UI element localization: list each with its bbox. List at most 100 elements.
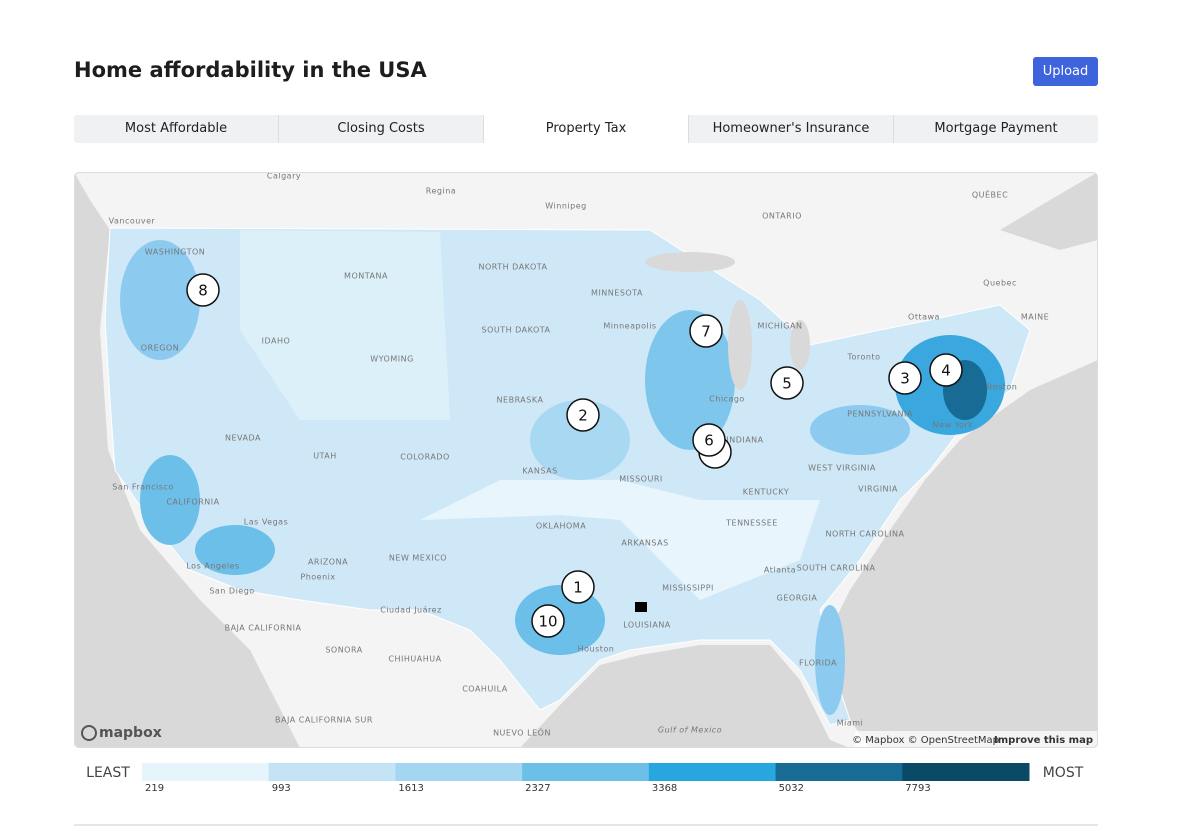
tab[interactable]: Property Tax — [484, 115, 689, 143]
bay — [1000, 172, 1098, 250]
place-label: SOUTH DAKOTA — [481, 326, 550, 335]
mapbox-logo: mapbox — [99, 725, 162, 741]
place-label: Calgary — [267, 172, 301, 181]
marker[interactable] — [566, 398, 600, 432]
place-label: Minneapolis — [603, 322, 656, 331]
rank-markers: 8 7 5 3 4 2 6 1 10 — [186, 273, 963, 638]
legend-swatch — [142, 763, 270, 781]
place-label: KENTUCKY — [743, 488, 789, 497]
tab[interactable]: Homeowner's Insurance — [689, 115, 894, 143]
place-label: Phoenix — [300, 573, 335, 582]
tab[interactable]: Closing Costs — [279, 115, 484, 143]
lake — [645, 252, 735, 272]
page-title: Home affordability in the USA — [74, 58, 427, 82]
marker[interactable] — [692, 423, 726, 457]
place-label: Quebec — [983, 279, 1017, 288]
place-label: San Francisco — [112, 483, 173, 492]
place-label: ONTARIO — [762, 212, 802, 221]
region — [420, 480, 820, 600]
place-label: ARIZONA — [308, 558, 348, 567]
marker[interactable] — [689, 314, 723, 348]
region — [195, 525, 275, 575]
place-label: Chicago — [709, 395, 745, 404]
legend-low: LEAST — [86, 765, 130, 781]
attribution: © Mapbox © OpenStreetMap — [852, 735, 999, 746]
marker[interactable] — [561, 570, 595, 604]
place-label: Ciudad Juárez — [380, 606, 442, 615]
legend-break: 2327 — [525, 783, 550, 794]
marker-label: 2 — [578, 407, 588, 425]
marker[interactable] — [186, 273, 220, 307]
marker[interactable] — [888, 361, 922, 395]
place-label: MISSOURI — [619, 475, 663, 484]
place-label: SOUTH CAROLINA — [797, 564, 876, 573]
marker-label: 6 — [704, 432, 714, 450]
place-label: GEORGIA — [777, 594, 818, 603]
improve-link[interactable]: Improve this map — [994, 735, 1093, 746]
place-label: SONORA — [325, 646, 362, 655]
place-label: QUÉBEC — [972, 189, 1008, 200]
marker-label: 4 — [941, 362, 951, 380]
upload-button[interactable]: Upload — [1033, 57, 1098, 86]
place-label: MICHIGAN — [758, 322, 803, 331]
place-label: VIRGINIA — [858, 485, 898, 494]
place-label: MONTANA — [344, 272, 388, 281]
place-label: WEST VIRGINIA — [808, 464, 876, 473]
atlantic — [825, 360, 1098, 748]
tab[interactable]: Most Affordable — [74, 115, 279, 143]
place-label: NORTH DAKOTA — [478, 263, 547, 272]
map[interactable]: Calgary Regina Winnipeg ONTARIO QUÉBEC Vancou… — [74, 172, 1098, 749]
place-label: Houston — [578, 645, 615, 654]
marker[interactable] — [770, 366, 804, 400]
lake — [728, 300, 752, 390]
place-label: UTAH — [313, 452, 337, 461]
marker-label: 10 — [538, 613, 557, 631]
place-label: San Diego — [209, 587, 254, 596]
place-label: Vancouver — [109, 217, 156, 226]
attribution-bg — [855, 731, 1098, 748]
place-label: NEVADA — [225, 434, 261, 443]
legend-swatch — [775, 763, 903, 781]
marker-label: 7 — [701, 323, 711, 341]
gulf — [520, 645, 850, 748]
place-label: COLORADO — [400, 453, 450, 462]
place-labels: Calgary Regina Winnipeg ONTARIO QUÉBEC Vancou… — [109, 172, 1049, 738]
place-label: OREGON — [141, 344, 179, 353]
legend-swatch — [522, 763, 650, 781]
place-label: LOUISIANA — [623, 621, 671, 630]
legend-swatch — [395, 763, 523, 781]
tab-bar: Most Affordable Closing Costs Property Tax… — [74, 115, 1098, 143]
place-label: Miami — [837, 719, 864, 728]
place-label: Gulf of Mexico — [658, 726, 722, 735]
region — [240, 230, 450, 420]
place-label: Boston — [987, 383, 1018, 392]
legend-break: 3368 — [652, 783, 677, 794]
legend-break: 219 — [145, 783, 164, 794]
marker[interactable] — [929, 353, 963, 387]
place-label: MAINE — [1021, 313, 1049, 322]
place-label: MINNESOTA — [591, 289, 643, 298]
map-border — [74, 172, 1098, 748]
place-label: ARKANSAS — [621, 539, 668, 548]
pacific — [74, 172, 300, 748]
tab[interactable]: Mortgage Payment — [934, 121, 1058, 136]
legend-break: 1613 — [398, 783, 423, 794]
region — [635, 602, 647, 612]
place-label: IDAHO — [262, 337, 291, 346]
marker[interactable] — [531, 604, 565, 638]
logo-icon — [81, 725, 97, 741]
place-label: NORTH CAROLINA — [826, 530, 905, 539]
place-label: PENNSYLVANIA — [847, 410, 913, 419]
place-label: BAJA CALIFORNIA — [225, 624, 302, 633]
region — [120, 240, 200, 360]
place-label: Las Vegas — [244, 518, 289, 527]
marker-label: 3 — [900, 370, 910, 388]
legend-swatch — [648, 763, 777, 781]
place-label: CHIHUAHUA — [388, 655, 441, 664]
legend-break: 7793 — [905, 783, 930, 794]
place-label: Toronto — [846, 353, 880, 362]
legend-high: MOST — [1043, 765, 1084, 781]
place-label: Ottawa — [908, 313, 940, 322]
place-label: NUEVO LEÓN — [493, 727, 551, 738]
